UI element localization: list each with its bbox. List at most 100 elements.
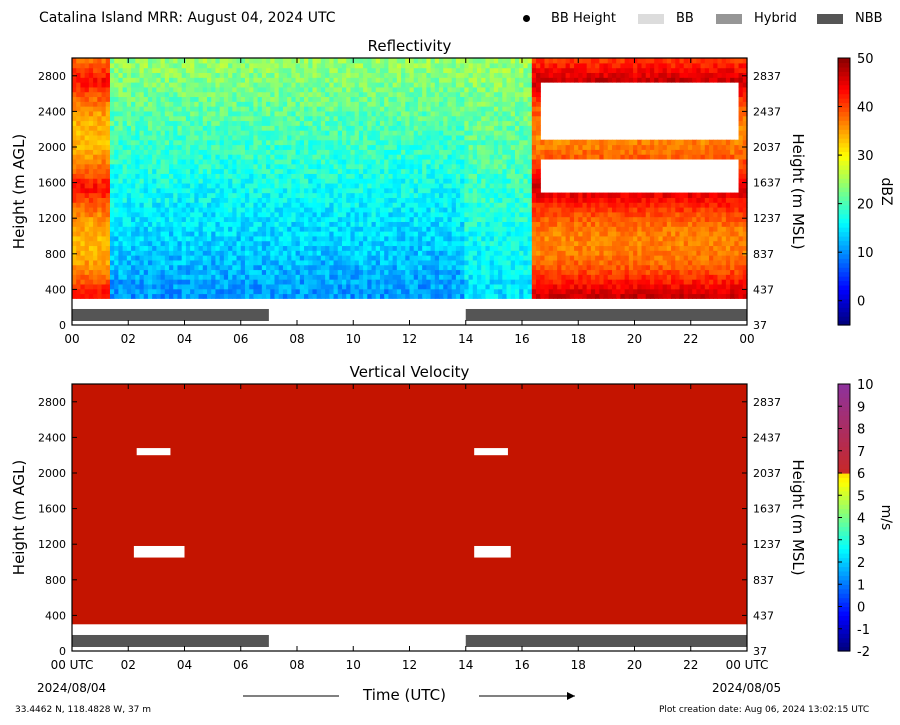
heatmap-cell [177, 168, 183, 174]
heatmap-cell [207, 77, 212, 83]
heatmap-cell [122, 240, 128, 247]
heatmap-cell [244, 192, 250, 198]
heatmap-cell [282, 226, 288, 232]
heatmap-cell [295, 279, 301, 285]
heatmap-cell [156, 240, 162, 247]
heatmap-cell [282, 231, 288, 237]
heatmap-cell [194, 130, 200, 136]
heatmap-cell [384, 259, 390, 266]
heatmap-cell [451, 96, 457, 102]
heatmap-cell [93, 274, 98, 280]
heatmap-cell [72, 279, 77, 285]
heatmap-cell [413, 72, 419, 78]
heatmap-cell [422, 211, 427, 218]
heatmap-cell [367, 163, 373, 170]
heatmap-cell [278, 115, 284, 122]
heatmap-cell [439, 168, 444, 174]
heatmap-cell [253, 231, 259, 237]
heatmap-cell [342, 197, 347, 203]
heatmap-cell [232, 62, 238, 69]
heatmap-cell [177, 77, 183, 83]
heatmap-cell [105, 168, 111, 174]
heatmap-cell [417, 139, 423, 146]
heatmap-cell [379, 149, 385, 155]
heatmap-cell [164, 62, 170, 69]
heatmap-cell [477, 178, 482, 184]
heatmap-cell [240, 264, 246, 271]
heatmap-cell [169, 96, 174, 102]
heatmap-cell [439, 163, 444, 170]
heatmap-cell [211, 163, 217, 170]
legend-item-hybrid: Hybrid [716, 11, 797, 26]
heatmap-cell [304, 91, 309, 98]
heatmap-cell [295, 250, 301, 256]
heatmap-cell [207, 58, 212, 64]
heatmap-cell [274, 158, 280, 165]
heatmap-cell [253, 163, 259, 170]
heatmap-cell [131, 96, 136, 102]
heatmap-cell [325, 216, 330, 223]
heatmap-cell [190, 202, 195, 208]
heatmap-cell [278, 130, 284, 136]
heatmap-cell [278, 202, 284, 208]
heatmap-cell [295, 110, 301, 117]
heatmap-cell [143, 158, 149, 165]
heatmap-cell [266, 106, 271, 112]
heatmap-cell [88, 115, 94, 122]
heatmap-cell [236, 158, 242, 165]
heatmap-cell [405, 255, 411, 261]
heatmap-cell [181, 139, 187, 146]
heatmap-cell [481, 173, 487, 179]
heatmap-cell [304, 130, 309, 136]
heatmap-cell [363, 158, 368, 165]
heatmap-cell [160, 154, 166, 160]
heatmap-cell [333, 240, 339, 247]
heatmap-cell [253, 168, 259, 174]
heatmap-cell [468, 182, 474, 189]
heatmap-cell [105, 197, 111, 203]
heatmap-cell [160, 96, 166, 102]
heatmap-cell [295, 163, 301, 170]
heatmap-cell [240, 288, 246, 295]
heatmap-cell [468, 288, 474, 295]
heatmap-cell [240, 240, 246, 247]
heatmap-cell [325, 250, 330, 256]
heatmap-cell [126, 240, 132, 247]
heatmap-cell [114, 206, 120, 213]
heatmap-cell [164, 115, 170, 122]
heatmap-cell [460, 269, 465, 275]
heatmap-cell [126, 216, 132, 223]
heatmap-cell [413, 91, 419, 98]
heatmap-cell [198, 226, 204, 232]
heatmap-cell [198, 91, 204, 98]
heatmap-cell [316, 269, 322, 275]
heatmap-cell [72, 231, 77, 237]
heatmap-cell [118, 231, 124, 237]
heatmap-cell [126, 283, 132, 290]
heatmap-cell [401, 130, 406, 136]
heatmap-cell [295, 288, 301, 295]
heatmap-cell [337, 67, 343, 74]
heatmap-cell [417, 62, 423, 69]
heatmap-cell [350, 264, 356, 271]
heatmap-cell [312, 221, 318, 227]
heatmap-cell [401, 91, 406, 98]
heatmap-cell [160, 245, 166, 251]
heatmap-cell [371, 149, 377, 155]
heatmap-cell [430, 226, 436, 232]
heatmap-cell [261, 115, 267, 122]
heatmap-cell [228, 231, 233, 237]
heatmap-cell [417, 197, 423, 203]
heatmap-cell [413, 58, 419, 64]
heatmap-cell [76, 168, 82, 174]
heatmap-cell [223, 235, 229, 242]
heatmap-cell [147, 283, 153, 290]
heatmap-cell [460, 134, 465, 141]
heatmap-cell [388, 115, 394, 122]
heatmap-cell [126, 231, 132, 237]
heatmap-cell [97, 163, 103, 170]
heatmap-cell [312, 149, 318, 155]
heatmap-cell [316, 206, 322, 213]
heatmap-cell [354, 168, 360, 174]
heatmap-cell [287, 125, 292, 131]
